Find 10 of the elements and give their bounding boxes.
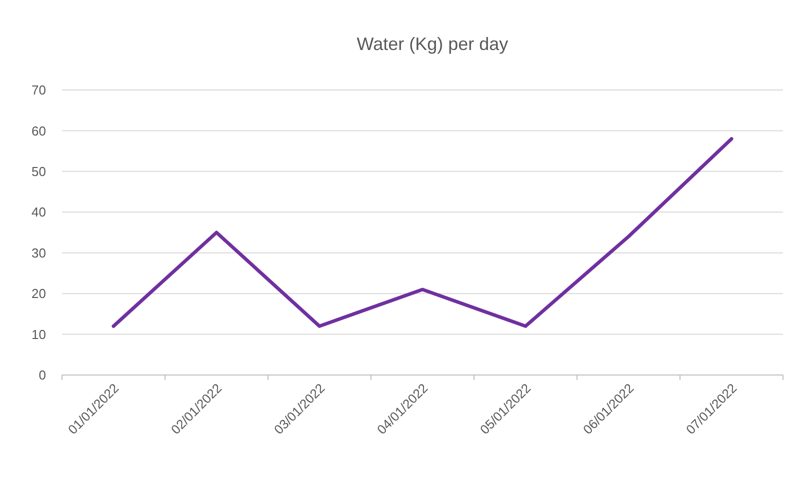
y-tick-label: 70: [32, 82, 46, 98]
y-tick-label: 20: [32, 286, 46, 302]
y-tick-label: 0: [38, 368, 46, 383]
chart-title: Water (Kg) per day: [356, 34, 508, 54]
y-tick-label: 40: [32, 204, 46, 220]
y-tick-label: 30: [32, 245, 46, 260]
y-tick-label: 50: [32, 164, 46, 179]
line-series: [112, 137, 734, 328]
y-tick-label: 10: [32, 326, 46, 342]
y-tick-label: 60: [32, 123, 46, 138]
